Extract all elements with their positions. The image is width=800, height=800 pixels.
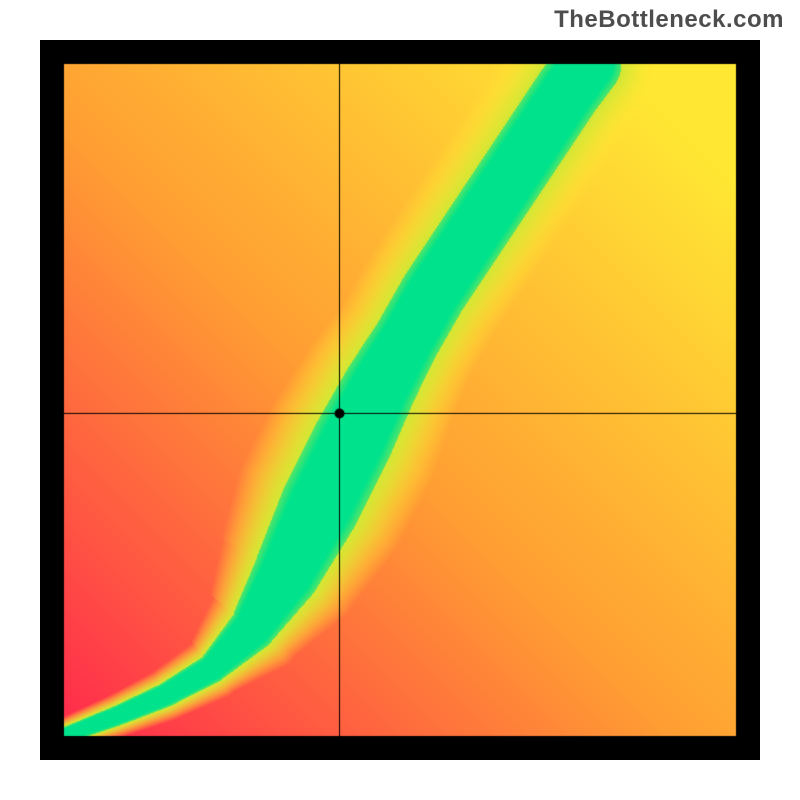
heatmap-canvas-holder xyxy=(40,40,760,760)
watermark-text: TheBottleneck.com xyxy=(554,6,784,34)
heatmap-canvas xyxy=(40,40,760,760)
